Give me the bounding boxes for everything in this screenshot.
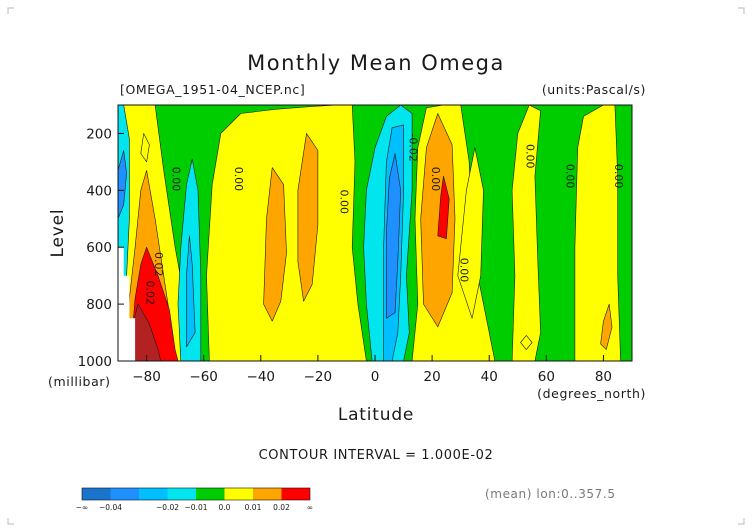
contour-label-8: -0.02 [406,133,419,161]
contour-region-orange-9 [263,167,287,322]
y-tick-label-0: 200 [86,126,112,142]
colorbar-swatch-4 [196,488,225,500]
contour-labels: 0.00 0.00 0.00 0.00 0.00 0.00 0.00 0.00 -0.02 0.0… [144,133,625,305]
x-axis-units: (degrees_north) [537,386,646,401]
colorbar-swatch-2 [139,488,168,500]
colorbar-label-4: −0.01 [185,503,208,512]
contour-region-yellow-3 [457,147,484,319]
x-tick-label-6: 40 [481,369,498,385]
x-tick-label-7: 60 [538,369,555,385]
y-axis-ticks: 200 400 600 800 1000 [78,126,124,370]
contour-label-0: 0.00 [169,167,182,192]
colorbar-swatch-6 [253,488,282,500]
plot-area: 0.00 0.00 0.00 0.00 0.00 0.00 0.00 0.00 -0.02 0.0… [118,105,632,361]
contour-region-orange-10 [297,133,319,302]
colorbar-label-6: 0.01 [245,503,262,512]
colorbar-label-3: −0.02 [156,503,179,512]
contour-label-2: 0.00 [338,189,351,214]
contour-interval: CONTOUR INTERVAL = 1.000E-02 [259,448,494,463]
contour-region-yellow-5 [574,105,621,361]
contour-region-red-14 [437,175,450,239]
colorbar-label-8: ∞ [307,503,313,512]
contour-region-orange-11 [420,113,456,328]
contour-region-yellow-6 [140,133,150,163]
file-label: [OMEGA_1951-04_NCEP.nc] [120,82,305,97]
colorbar-swatch-5 [224,488,253,500]
x-axis-ticks: −80 −60 −40 −20 0 20 40 60 80 [132,355,612,385]
crop-marks [7,7,745,525]
y-tick-label-4: 1000 [78,354,112,370]
x-tick-label-8: 80 [595,369,612,385]
contour-label-1: 0.00 [232,167,245,192]
y-tick-label-1: 400 [86,183,112,199]
contour-region-yellow-1 [206,105,367,361]
colorbar-swatch-1 [110,488,139,500]
colorbar-label-1: −0.04 [99,503,122,512]
chart-title: Monthly Mean Omega [247,51,505,75]
contour-label-9: 0.02 [152,252,165,277]
colorbar-frame [81,487,311,501]
colorbar-swatch-7 [281,488,310,500]
contour-region-lightblue-19 [186,235,196,348]
mean-longitude-note: (mean) lon:0..357.5 [485,487,616,501]
contour-label-5: 0.00 [523,144,536,169]
x-tick-label-4: 0 [371,369,380,385]
contour-label-7: 0.00 [612,164,625,189]
contour-fills [118,105,621,361]
contour-region-blue-21 [118,150,127,220]
colorbar-label-7: 0.02 [273,503,290,512]
units-label: (units:Pascal/s) [542,82,646,97]
contour-region-missing-23 [118,247,136,361]
colorbar-swatch-3 [167,488,196,500]
contour-label-6: 0.00 [563,164,576,189]
contour-label-3: 0.00 [429,167,442,192]
x-tick-label-5: 20 [424,369,441,385]
x-tick-label-1: −60 [189,369,218,385]
y-axis-label: Level [48,209,68,258]
x-axis-label: Latitude [338,405,414,425]
y-axis-units: (millibar) [48,374,111,389]
x-tick-label-2: −40 [247,369,276,385]
contour-label-4: 0.00 [458,258,471,283]
contour-region-orange-12 [600,303,613,350]
colorbar-label-5: 0.0 [219,503,231,512]
contour-region-yellow-7 [520,335,533,350]
colorbar-label-0: −∞ [76,503,89,512]
y-tick-label-3: 800 [86,297,112,313]
x-tick-label-3: −20 [304,369,333,385]
colorbar-swatch-0 [82,488,111,500]
y-tick-label-2: 600 [86,240,112,256]
contour-region-yellow-4 [511,105,541,361]
x-tick-label-0: −80 [132,369,161,385]
colorbar: −∞ −0.04 −0.02 −0.01 0.0 0.01 0.02 ∞ [76,487,313,512]
contour-region-blue-22 [386,153,402,319]
contour-label-10: 0.02 [144,280,157,305]
